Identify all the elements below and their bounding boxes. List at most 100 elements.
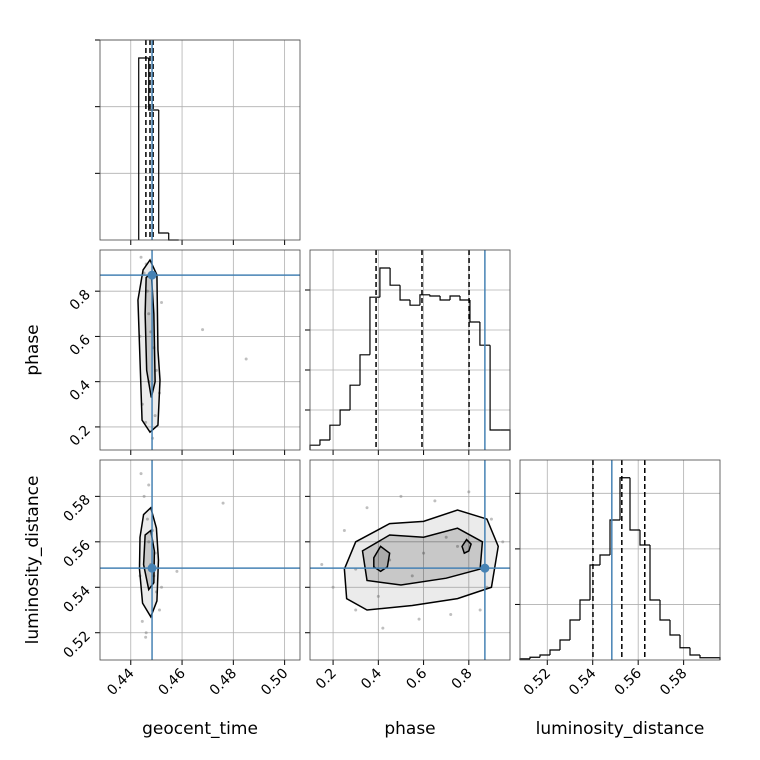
hist-bin	[629, 477, 640, 531]
hist-bin	[469, 300, 480, 323]
x-tick-label: 0.46	[156, 665, 189, 698]
hist-bin	[609, 519, 620, 555]
sample-point	[139, 472, 143, 476]
y-axis-label: phase	[23, 324, 43, 375]
hist-bin	[489, 345, 501, 431]
truth-point	[480, 563, 490, 573]
x-tick-label: 0.8	[449, 666, 476, 693]
hist-bin	[389, 268, 401, 286]
hist-bin	[539, 654, 550, 658]
sample-point	[142, 494, 146, 498]
hist-bin	[569, 619, 580, 640]
sample-point	[147, 540, 151, 544]
contour	[373, 545, 391, 573]
panel-frame	[519, 459, 721, 661]
sample-point	[354, 608, 358, 612]
hist-bin	[549, 649, 560, 655]
sample-point	[157, 608, 161, 612]
x-tick-label: 0.58	[657, 666, 690, 699]
sample-point	[144, 635, 148, 639]
x-tick-label: 0.2	[313, 666, 340, 693]
contour	[361, 527, 484, 586]
contour	[343, 509, 500, 611]
hist-bin	[599, 554, 610, 565]
hist-bin	[679, 635, 690, 649]
sample-point	[342, 528, 346, 532]
sample-point	[221, 501, 225, 505]
sample-point	[444, 535, 448, 539]
x-tick-label: 0.56	[612, 665, 645, 698]
sample-point	[433, 499, 437, 503]
hist-bin	[359, 354, 370, 386]
hist-bin	[399, 285, 410, 301]
hist-bin	[559, 639, 570, 650]
sample-point	[144, 631, 148, 635]
hist-bin	[379, 267, 391, 298]
x-tick-label: 0.52	[521, 666, 554, 699]
hist-bin	[579, 599, 590, 620]
truth-point	[147, 563, 157, 573]
sample-point	[381, 626, 385, 630]
sample-point	[244, 357, 248, 361]
sample-point	[410, 574, 414, 578]
sample-point	[376, 594, 380, 598]
x-axis-label: geocent_time	[142, 719, 258, 739]
sample-point	[467, 490, 471, 494]
sample-point	[331, 585, 335, 589]
hist-bin	[689, 647, 700, 656]
hist-bin	[479, 322, 491, 346]
x-tick-label: 0.48	[207, 666, 240, 699]
contour	[461, 538, 472, 555]
hist-bin	[669, 620, 680, 636]
x-tick-label: 0.6	[403, 665, 430, 692]
sample-point	[449, 613, 453, 617]
hist-bin	[309, 444, 320, 450]
hist-bin	[168, 233, 179, 241]
panel-frame	[309, 459, 511, 661]
sample-point	[147, 483, 151, 487]
contour	[137, 258, 161, 434]
hist-bin	[148, 58, 159, 111]
hist-bin	[639, 530, 650, 546]
panel-frame	[99, 459, 301, 661]
sample-point	[160, 585, 164, 589]
hist-bin	[500, 429, 511, 450]
y-tick-label: 0.58	[60, 492, 93, 525]
hist-bin	[699, 655, 710, 659]
truth-point	[147, 270, 157, 280]
sample-point	[175, 569, 179, 573]
hist-bin	[439, 296, 451, 301]
sample-point	[160, 300, 164, 304]
hist-bin	[649, 545, 660, 601]
hist-bin	[138, 57, 149, 240]
y-tick-label: 0.56	[60, 537, 93, 570]
x-tick-label: 0.50	[258, 666, 291, 699]
panel-frame	[309, 249, 511, 451]
sample-point	[139, 255, 143, 259]
hist-bin	[619, 477, 630, 520]
sample-point	[140, 619, 144, 623]
sample-point	[201, 328, 205, 332]
hist-bin	[349, 384, 360, 410]
sample-point	[145, 517, 149, 521]
x-tick-label: 0.4	[358, 665, 385, 692]
hist-bin	[589, 564, 600, 600]
y-tick-label: 0.52	[60, 628, 93, 661]
hist-bin	[319, 439, 330, 446]
sample-point	[145, 289, 149, 293]
sample-point	[147, 312, 151, 316]
y-tick-label: 0.6	[67, 332, 94, 359]
sample-point	[422, 551, 426, 555]
y-tick-label: 0.54	[60, 583, 93, 616]
y-axis-label: luminosity_distance	[23, 476, 43, 645]
sample-point	[153, 414, 157, 418]
y-tick-label: 0.2	[67, 422, 94, 449]
sample-point	[456, 544, 460, 548]
hist-bin	[429, 294, 441, 297]
sample-point	[489, 517, 493, 521]
hist-bin	[329, 424, 341, 440]
sample-point	[365, 506, 369, 510]
hist-bin	[659, 600, 670, 621]
sample-point	[320, 563, 324, 567]
